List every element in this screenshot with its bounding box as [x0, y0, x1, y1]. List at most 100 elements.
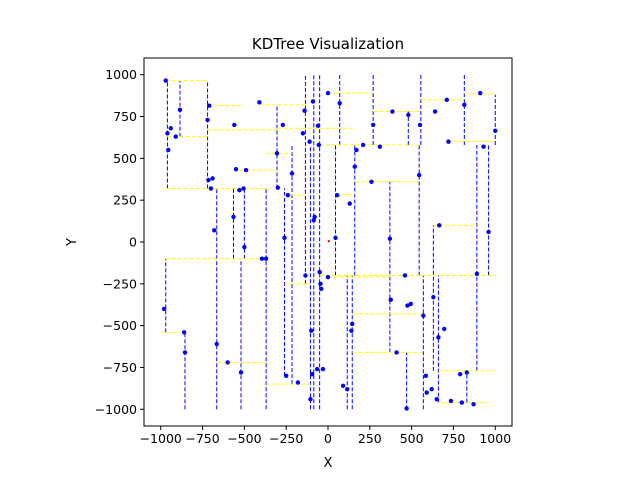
- y-tick-label: −1000: [95, 402, 137, 417]
- data-point: [214, 341, 219, 347]
- data-point: [345, 387, 350, 392]
- data-point: [369, 179, 374, 184]
- data-point: [478, 90, 483, 96]
- data-point: [182, 350, 188, 355]
- data-point: [325, 274, 331, 280]
- data-point: [165, 131, 170, 136]
- x-tick-label: −250: [269, 431, 303, 446]
- y-tick-label: 750: [113, 109, 137, 124]
- data-point: [417, 122, 423, 128]
- data-point: [462, 102, 467, 108]
- data-point: [303, 273, 308, 278]
- data-point: [434, 397, 439, 402]
- plot-area: [143, 57, 513, 427]
- data-point: [446, 139, 451, 144]
- data-point: [405, 303, 410, 308]
- x-tick-label: −500: [227, 431, 261, 446]
- data-point: [349, 328, 354, 333]
- data-point: [295, 380, 301, 385]
- data-point: [263, 256, 269, 261]
- data-point: [161, 306, 167, 312]
- data-point: [448, 398, 454, 404]
- data-point: [285, 192, 291, 198]
- data-point: [442, 326, 447, 332]
- data-point: [308, 397, 313, 402]
- data-point: [481, 144, 486, 149]
- data-point: [225, 360, 230, 365]
- y-tick-label: −500: [103, 318, 137, 333]
- data-point: [325, 90, 331, 96]
- data-point: [437, 223, 442, 228]
- data-point: [231, 214, 236, 220]
- data-point: [233, 167, 239, 172]
- data-point: [436, 335, 441, 340]
- y-tick-label: 500: [113, 151, 137, 166]
- data-point: [337, 100, 342, 106]
- data-point: [370, 122, 376, 128]
- data-point: [431, 295, 436, 300]
- x-axis-label: X: [324, 456, 333, 471]
- data-point: [210, 176, 215, 181]
- data-point: [457, 371, 463, 377]
- data-point: [416, 172, 422, 178]
- data-point: [173, 134, 178, 139]
- x-tick-label: 1000: [479, 431, 511, 446]
- data-point: [429, 387, 434, 392]
- data-point: [394, 350, 399, 355]
- x-tick-label: 500: [400, 431, 424, 446]
- data-point: [350, 321, 355, 327]
- y-tick-label: 0: [129, 235, 137, 250]
- data-point: [377, 144, 383, 149]
- data-point: [312, 214, 317, 220]
- x-axis-ticks: −1000 −750 −500 −250 0 250 500 750 1000: [140, 426, 511, 446]
- data-point: [206, 177, 211, 183]
- query-point: [327, 239, 331, 243]
- data-point: [316, 142, 321, 148]
- data-point: [310, 99, 316, 104]
- data-point: [408, 301, 413, 307]
- data-point: [464, 370, 470, 375]
- data-point: [387, 236, 393, 241]
- data-point: [459, 400, 465, 405]
- x-tick-label: −750: [185, 431, 219, 446]
- data-point: [237, 187, 242, 193]
- data-point: [283, 373, 289, 379]
- data-point: [319, 286, 324, 292]
- data-point: [307, 139, 312, 144]
- data-point: [406, 112, 411, 118]
- data-point: [300, 131, 306, 136]
- data-point: [317, 269, 322, 275]
- data-point: [314, 366, 320, 372]
- data-point: [444, 97, 449, 103]
- data-point: [421, 313, 426, 318]
- data-point: [208, 186, 214, 191]
- horizontal-split-lines: [165, 80, 496, 404]
- data-point: [340, 383, 346, 389]
- data-point: [424, 390, 429, 395]
- data-point: [423, 373, 429, 379]
- data-point: [347, 201, 352, 206]
- data-point: [282, 235, 287, 241]
- data-point: [474, 271, 480, 276]
- data-point: [402, 273, 408, 278]
- y-tick-label: −750: [103, 360, 137, 375]
- data-point: [352, 164, 357, 169]
- data-point: [493, 128, 498, 133]
- x-tick-label: 750: [442, 431, 466, 446]
- x-tick-label: 250: [358, 431, 382, 446]
- data-point: [309, 371, 315, 377]
- data-point: [177, 107, 183, 113]
- data-point: [242, 244, 247, 250]
- data-point: [432, 109, 438, 114]
- data-point: [166, 147, 171, 153]
- data-point: [205, 117, 210, 123]
- data-point: [232, 122, 237, 128]
- data-point: [360, 142, 366, 148]
- data-point: [274, 151, 280, 156]
- chart-title: KDTree Visualization: [252, 35, 404, 53]
- data-point: [243, 167, 249, 173]
- data-point: [315, 123, 321, 128]
- data-point: [486, 229, 491, 235]
- data-point: [275, 185, 281, 190]
